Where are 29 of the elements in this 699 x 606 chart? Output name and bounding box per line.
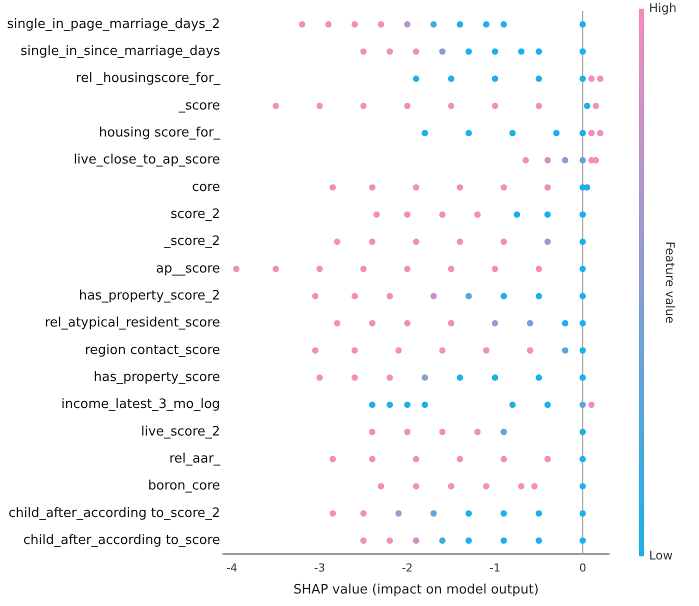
y-tick-label: rel_atypical_resident_score	[44, 316, 220, 331]
x-axis-title: SHAP value (impact on model output)	[293, 582, 539, 598]
y-tick-label: rel_aar_	[169, 451, 221, 466]
y-tick-label: single_in_page_marriage_days_2	[6, 16, 220, 32]
y-tick-label: single_in_since_marriage_days	[20, 44, 220, 59]
color-bar-label: High	[649, 0, 677, 15]
y-tick-label: child_after_according to_score	[23, 532, 220, 548]
y-tick-label: income_latest_3_mo_log	[61, 397, 220, 412]
y-tick-label: has_property_score_2	[78, 288, 220, 304]
y-tick-label: child_after_according to_score_2	[8, 506, 220, 521]
x-tick-label: -3	[314, 562, 326, 575]
x-tick-label: -1	[490, 562, 500, 575]
color-bar-title: Feature value	[662, 242, 677, 324]
y-tick-label: boron_core	[148, 478, 220, 494]
x-tick-label: -2	[402, 562, 413, 575]
x-tick-label: 0	[579, 562, 586, 575]
y-tick-label: core	[192, 180, 220, 195]
y-tick-label: ap__score	[156, 261, 220, 276]
y-tick-label: _score_2	[162, 234, 220, 250]
y-tick-label: region contact_score	[84, 342, 220, 358]
y-tick-label: rel _housingscore_for_	[76, 71, 221, 86]
y-tick-label: has_property_score	[94, 370, 220, 385]
x-tick-label: -4	[226, 562, 238, 575]
y-tick-label: live_score_2	[141, 424, 220, 440]
y-tick-label: live_close_to_ap_score	[74, 152, 220, 168]
color-bar-label: Low	[649, 548, 673, 562]
y-tick-label: _score	[178, 98, 220, 114]
y-tick-label: score_2	[170, 206, 220, 222]
y-tick-label: housing score_for_	[98, 125, 221, 140]
